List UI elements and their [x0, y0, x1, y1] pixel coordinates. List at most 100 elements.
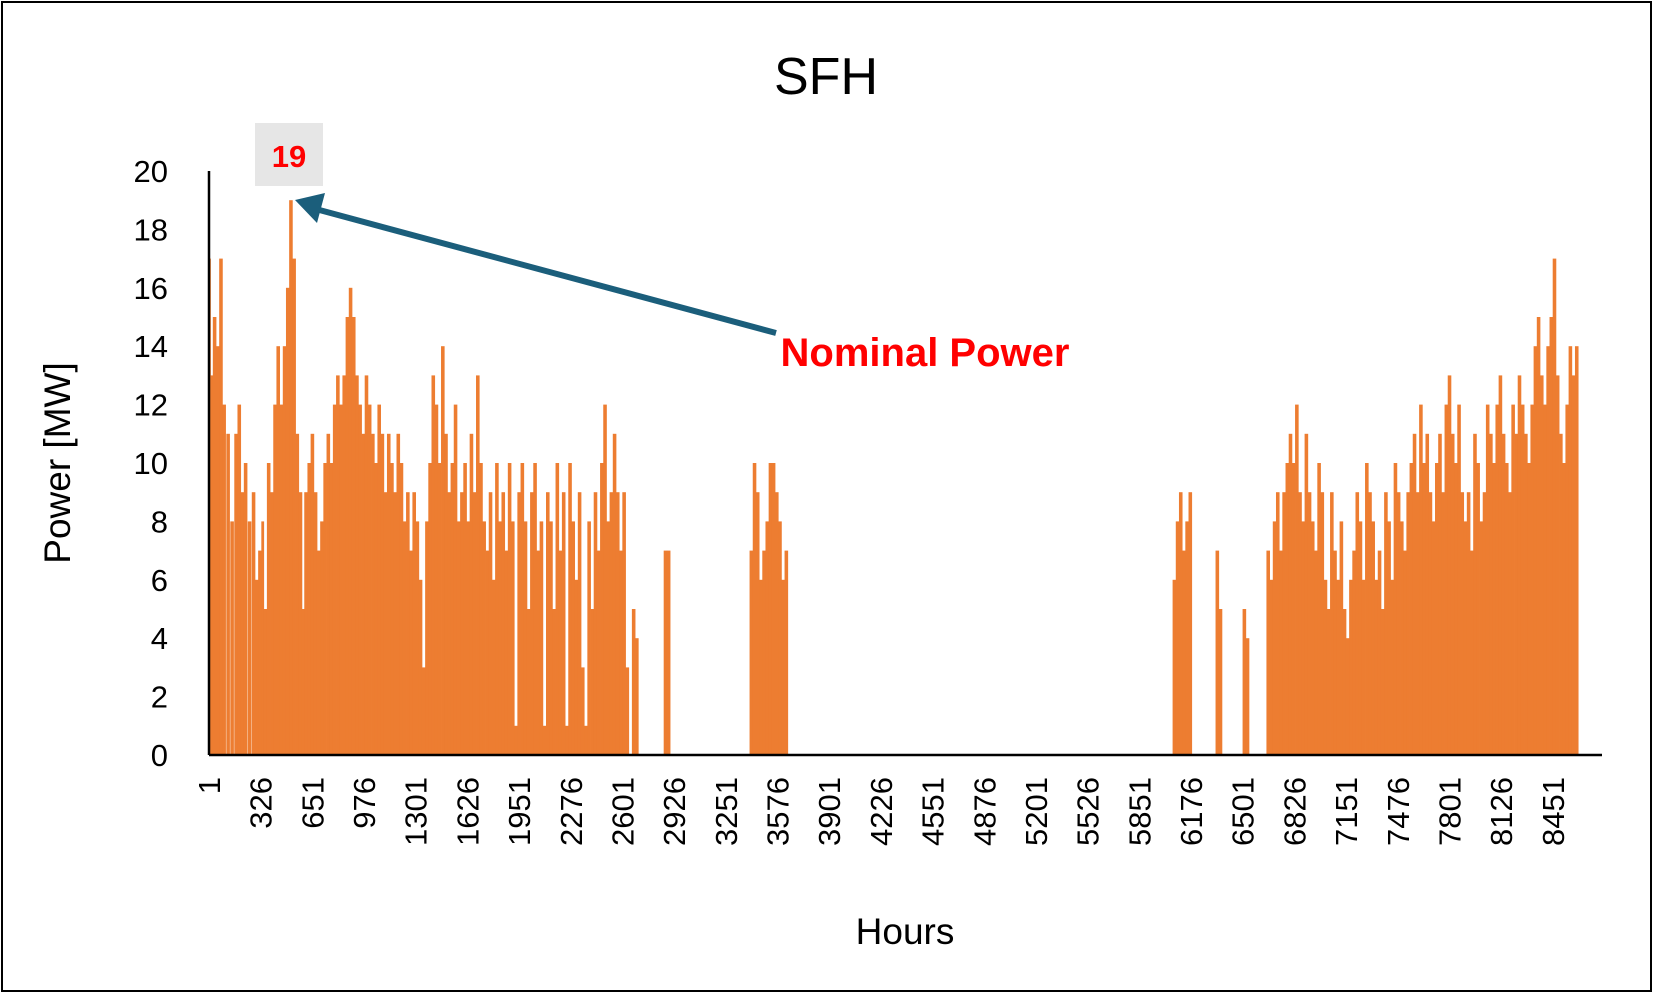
- bar: [523, 521, 528, 755]
- bar: [1266, 550, 1271, 755]
- bar: [1400, 521, 1404, 755]
- bar: [482, 521, 486, 755]
- bar: [1419, 404, 1423, 755]
- bar: [1310, 521, 1315, 755]
- bar: [1565, 404, 1569, 755]
- bar: [1435, 463, 1439, 755]
- bar: [316, 550, 321, 755]
- bar: [622, 492, 626, 755]
- y-tick-label: 8: [151, 504, 168, 539]
- bar: [1431, 521, 1436, 755]
- bar: [1495, 404, 1500, 755]
- bar: [526, 609, 531, 755]
- bar: [507, 463, 512, 755]
- bar: [456, 521, 461, 755]
- bar: [1533, 346, 1538, 755]
- bar: [1479, 521, 1484, 755]
- bar: [1403, 550, 1407, 755]
- bar: [1272, 521, 1277, 755]
- bar: [1498, 375, 1503, 755]
- bar: [1552, 258, 1557, 755]
- bar: [279, 404, 284, 755]
- bar: [1218, 609, 1223, 755]
- bar: [1301, 521, 1305, 755]
- bar: [386, 433, 391, 755]
- bar: [263, 609, 268, 755]
- bar: [469, 433, 474, 755]
- bar: [1520, 404, 1525, 755]
- bar: [1463, 521, 1468, 755]
- bar: [230, 521, 234, 755]
- x-tick-label: 5851: [1122, 777, 1157, 846]
- bar: [504, 550, 509, 755]
- bar: [348, 287, 353, 755]
- y-tick-label: 20: [134, 154, 168, 189]
- bar: [1339, 521, 1344, 755]
- bar: [555, 463, 560, 755]
- bar: [409, 550, 413, 755]
- x-tick-labels: 1 326 651 976 1301 1626 1951 2276 2601 2926 3251 35…: [192, 777, 1571, 846]
- bar: [336, 375, 340, 755]
- bar: [1361, 579, 1366, 755]
- bar: [587, 521, 591, 755]
- bar: [1307, 492, 1312, 755]
- bar: [1559, 433, 1563, 755]
- bar: [1562, 463, 1566, 755]
- x-tick-label: 1: [192, 777, 227, 794]
- bar: [447, 492, 451, 755]
- bar: [276, 346, 281, 755]
- bar: [1396, 492, 1401, 755]
- bar: [1245, 638, 1250, 755]
- bar: [476, 375, 480, 755]
- annotation-arrow-line: [311, 205, 777, 336]
- x-tick-label: 4551: [916, 777, 951, 846]
- bar: [533, 463, 537, 755]
- x-tick-label: 5526: [1071, 777, 1106, 846]
- bar: [1517, 375, 1522, 755]
- x-tick-label: 3576: [761, 777, 796, 846]
- bar: [1460, 492, 1465, 755]
- x-tick-label: 7151: [1329, 777, 1364, 846]
- bar: [666, 550, 671, 755]
- bar: [1285, 463, 1290, 755]
- bar: [1415, 492, 1420, 755]
- bar: [552, 609, 556, 755]
- bar: [584, 725, 588, 755]
- bar: [606, 521, 611, 755]
- bar: [1387, 521, 1391, 755]
- bar: [663, 550, 668, 755]
- bar: [1489, 433, 1493, 755]
- bar: [210, 375, 214, 755]
- bar: [399, 463, 404, 755]
- bar: [358, 404, 362, 755]
- bar: [625, 667, 630, 755]
- bar: [425, 521, 429, 755]
- bar: [219, 258, 223, 755]
- bar: [1182, 550, 1186, 755]
- bar: [421, 667, 426, 755]
- bar: [1275, 492, 1280, 755]
- bar: [418, 579, 423, 755]
- bar: [396, 433, 401, 755]
- bar: [345, 317, 350, 755]
- bar: [1288, 433, 1293, 755]
- bar: [415, 521, 420, 755]
- bar: [765, 521, 770, 755]
- bar: [1470, 550, 1474, 755]
- bar: [479, 463, 483, 755]
- bar: [453, 404, 458, 755]
- bar: [542, 725, 547, 755]
- bar: [351, 317, 356, 755]
- peak-value-label: 19: [272, 139, 306, 174]
- bar: [631, 609, 636, 755]
- x-tick-label: 4876: [967, 777, 1002, 846]
- bar: [1457, 404, 1461, 755]
- x-tick-label: 3901: [812, 777, 847, 846]
- bar: [273, 404, 277, 755]
- bar: [1406, 492, 1410, 755]
- bar: [1543, 404, 1547, 755]
- bar: [466, 521, 471, 755]
- bar: [1450, 433, 1455, 755]
- bar: [326, 433, 331, 755]
- peak-label-box: [255, 123, 323, 186]
